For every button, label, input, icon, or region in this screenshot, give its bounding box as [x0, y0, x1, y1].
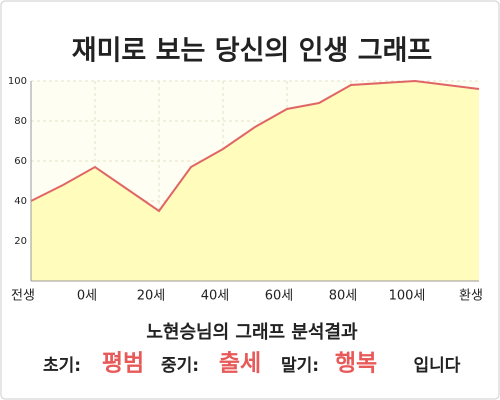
y-tick-label: 40 — [14, 196, 27, 207]
x-tick-label: 60세 — [265, 289, 294, 304]
line — [30, 79, 480, 213]
y-tick-label: 80 — [14, 116, 27, 127]
x-tick-label: 20세 — [137, 289, 166, 304]
result-value: 출세 — [219, 351, 261, 377]
result-label: 말기: — [281, 355, 319, 376]
result-suffix: 입니다 — [414, 356, 461, 376]
chart-title: 재미로 보는 당신의 인생 그래프 — [72, 36, 433, 67]
y-tick-label: 60 — [14, 156, 27, 167]
result-label: 초기: — [43, 356, 81, 376]
x-tick-label: 전생 — [11, 289, 35, 304]
x-tick-label: 0세 — [77, 289, 97, 304]
x-tick-label: 환생 — [459, 289, 483, 304]
result-value: 평범 — [102, 351, 144, 377]
y-tick-label: 100 — [8, 76, 27, 87]
result-title: 노현승님의 그래프 분석결과 — [146, 322, 358, 343]
x-tick-label: 40세 — [201, 289, 230, 304]
y-tick-label: 20 — [14, 236, 27, 247]
area — [31, 81, 479, 281]
x-tick-label: 80세 — [329, 289, 358, 304]
x-tick-label: 100세 — [389, 289, 426, 304]
result-label: 중기: — [161, 356, 199, 376]
result-value: 행복 — [335, 351, 377, 377]
